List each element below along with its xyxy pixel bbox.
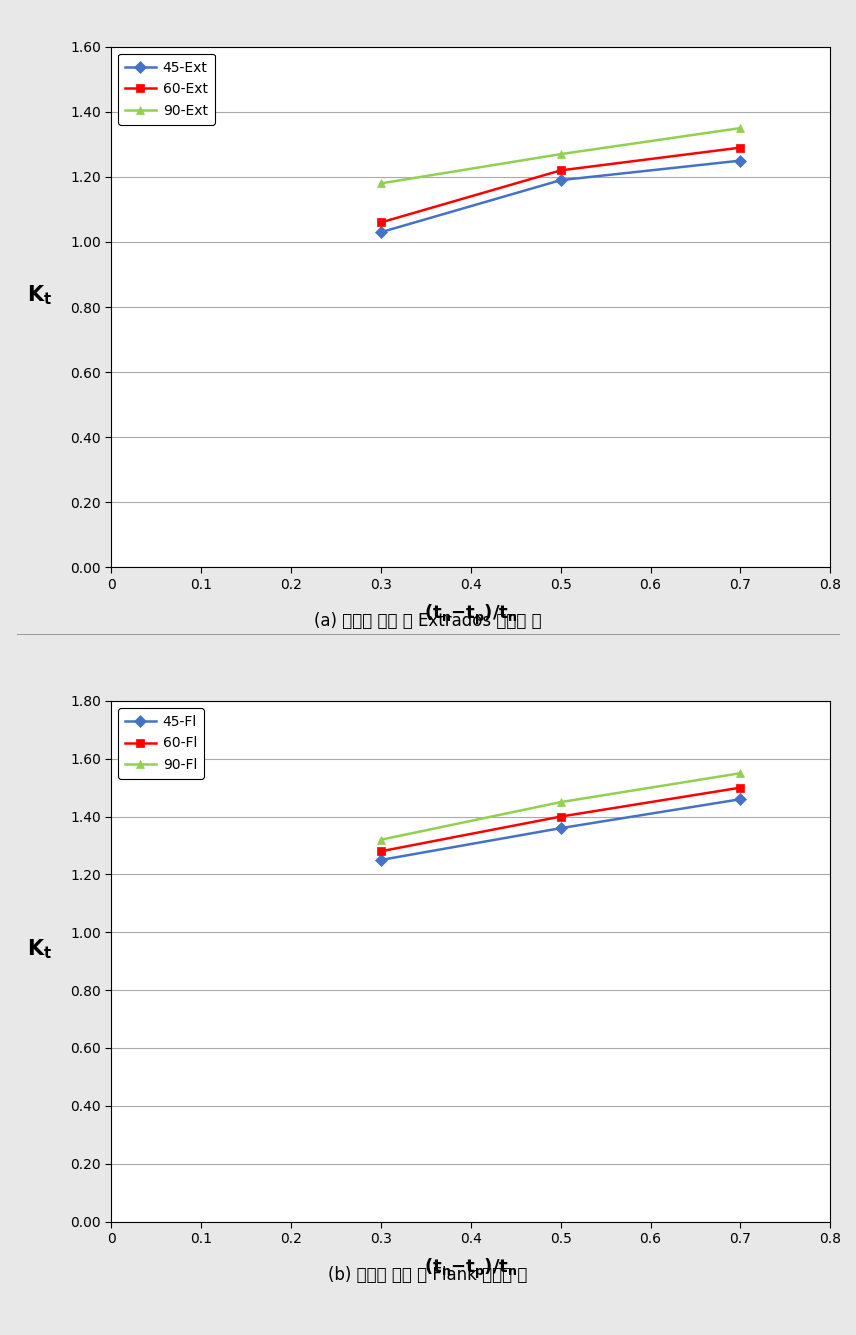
Legend: 45-Ext, 60-Ext, 90-Ext: 45-Ext, 60-Ext, 90-Ext (118, 53, 215, 125)
60-Ext (556, 163, 566, 179)
X-axis label: $\mathbf{(t_n{-}t_p)/t_n}$: $\mathbf{(t_n{-}t_p)/t_n}$ (424, 603, 518, 627)
Line: 90-Ext: 90-Ext (377, 124, 745, 187)
60-Ext (376, 215, 386, 231)
45-Ext (556, 172, 566, 188)
90-Fl (556, 794, 566, 810)
60-Fl (735, 780, 746, 796)
45-Fl (556, 820, 566, 836)
Line: 60-Fl: 60-Fl (377, 784, 745, 856)
90-Fl (376, 832, 386, 848)
45-Fl (376, 852, 386, 868)
Line: 45-Fl: 45-Fl (377, 796, 745, 864)
Line: 90-Fl: 90-Fl (377, 769, 745, 844)
60-Fl (376, 844, 386, 860)
X-axis label: $\mathbf{(t_n{-}t_p)/t_n}$: $\mathbf{(t_n{-}t_p)/t_n}$ (424, 1258, 518, 1282)
Legend: 45-Fl, 60-Fl, 90-Fl: 45-Fl, 60-Fl, 90-Fl (118, 708, 204, 780)
Y-axis label: $\mathbf{K_t}$: $\mathbf{K_t}$ (27, 283, 52, 307)
Y-axis label: $\mathbf{K_t}$: $\mathbf{K_t}$ (27, 937, 52, 961)
Text: (a) 열응력 작용 시 Extrados 감육일 때: (a) 열응력 작용 시 Extrados 감육일 때 (314, 611, 542, 630)
90-Fl (735, 765, 746, 781)
60-Fl (556, 809, 566, 825)
90-Ext (735, 120, 746, 136)
60-Ext (735, 140, 746, 156)
45-Ext (376, 224, 386, 240)
90-Ext (376, 175, 386, 191)
Text: (b) 열응력 작용 시 Flank 감육일 때: (b) 열응력 작용 시 Flank 감육일 때 (329, 1266, 527, 1284)
45-Ext (735, 152, 746, 168)
Line: 60-Ext: 60-Ext (377, 143, 745, 227)
Line: 45-Ext: 45-Ext (377, 156, 745, 236)
45-Fl (735, 792, 746, 808)
90-Ext (556, 146, 566, 162)
